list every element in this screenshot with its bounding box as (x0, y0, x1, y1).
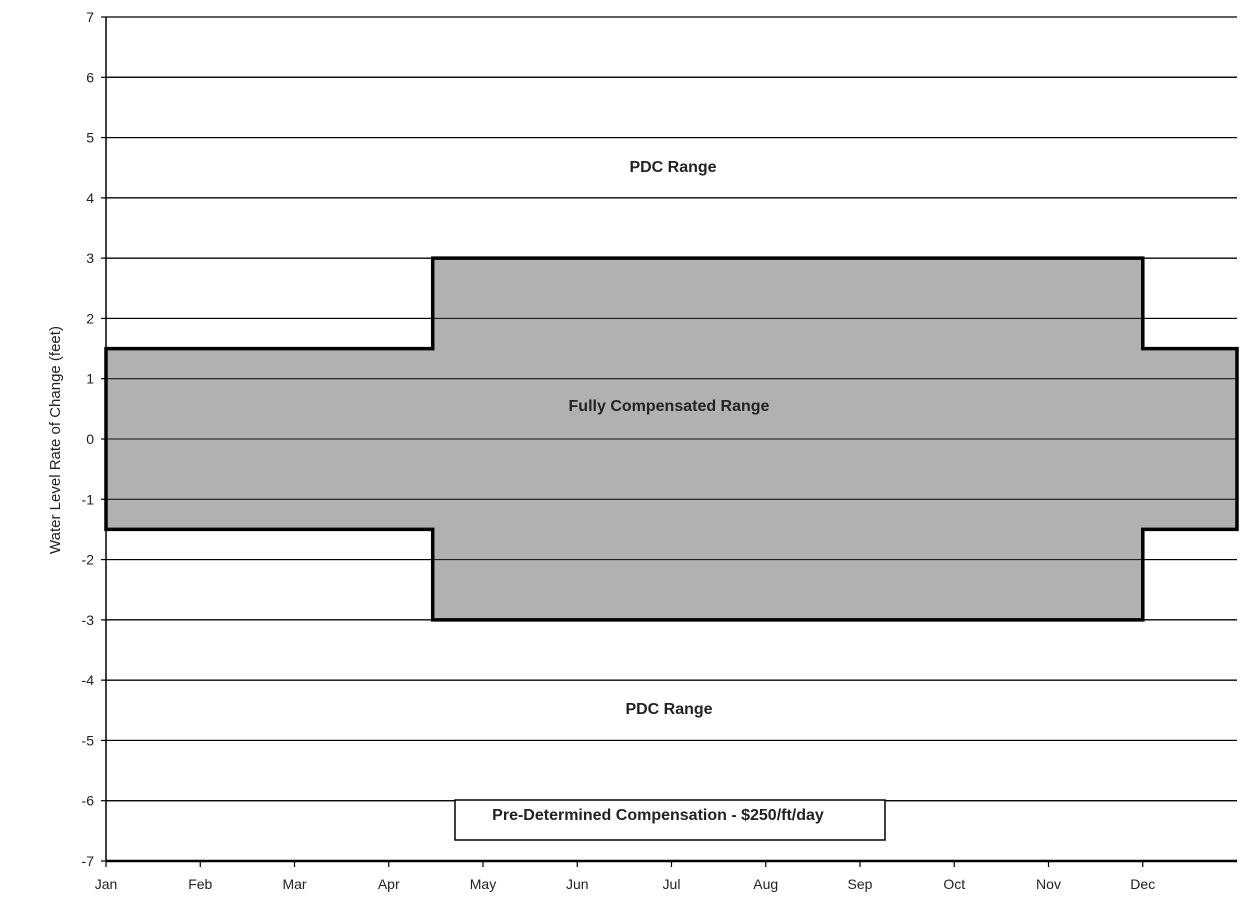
y-tick-label-1: 1 (86, 371, 94, 387)
y-tick-label-2: 2 (86, 310, 94, 326)
y-tick-label--3: -3 (82, 612, 95, 628)
y-axis-title: Water Level Rate of Change (feet) (47, 326, 64, 554)
y-tick-label-6: 6 (86, 69, 94, 85)
x-tick-label-dec: Dec (1130, 876, 1155, 892)
y-tick-label--4: -4 (82, 672, 95, 688)
y-tick-label-4: 4 (86, 190, 94, 206)
y-tick-label--1: -1 (82, 491, 95, 507)
band-layer (104, 16, 1239, 862)
y-tick-label-3: 3 (86, 250, 94, 266)
y-tick-label-0: 0 (86, 431, 94, 447)
x-tick-label-jul: Jul (663, 876, 681, 892)
label-layer: PDC Range Fully Compensated Range PDC Ra… (47, 159, 886, 841)
x-tick-label-oct: Oct (943, 876, 965, 892)
x-tick-label-may: May (470, 876, 496, 892)
x-tick-label-mar: Mar (282, 876, 306, 892)
x-tick-label-jun: Jun (566, 876, 589, 892)
y-tick-label-7: 7 (86, 9, 94, 25)
y-tick-label-5: 5 (86, 130, 94, 146)
lower-pdc-range-label: PDC Range (625, 701, 712, 718)
compensation-label: Pre-Determined Compensation - $250/ft/da… (492, 807, 824, 824)
x-tick-label-sep: Sep (848, 876, 873, 892)
x-tick-label-apr: Apr (378, 876, 400, 892)
y-tick-label--5: -5 (82, 732, 95, 748)
y-tick-label--6: -6 (82, 793, 95, 809)
x-tick-label-aug: Aug (753, 876, 778, 892)
y-tick-label--7: -7 (82, 853, 95, 869)
x-tick-label-jan: Jan (95, 876, 118, 892)
upper-pdc-range-label: PDC Range (629, 159, 716, 176)
fully-compensated-range-label: Fully Compensated Range (569, 398, 770, 415)
x-tick-label-nov: Nov (1036, 876, 1061, 892)
compensation-box (454, 799, 886, 841)
y-tick-label--2: -2 (82, 552, 95, 568)
x-tick-label-feb: Feb (188, 876, 212, 892)
